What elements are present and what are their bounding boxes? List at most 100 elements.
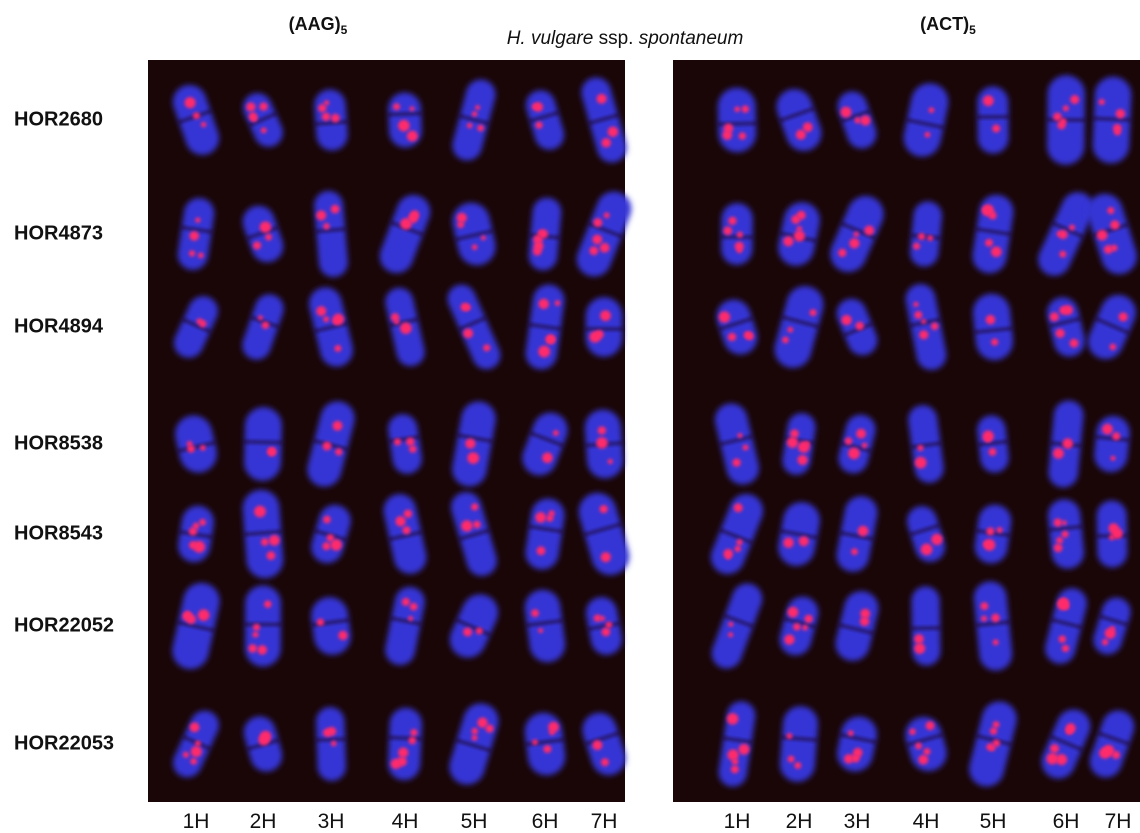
centromere — [780, 314, 820, 329]
probe-subscript: 5 — [341, 23, 348, 37]
signal — [787, 755, 795, 763]
signal — [258, 734, 270, 746]
signal — [533, 241, 544, 252]
chromosome-body — [905, 716, 947, 772]
chromosome — [172, 710, 220, 778]
signal — [992, 124, 1001, 133]
signal — [986, 743, 994, 751]
signal — [406, 437, 415, 447]
signal — [1108, 534, 1115, 541]
signal — [542, 452, 553, 464]
chromosome — [524, 589, 566, 663]
signal — [1049, 312, 1059, 322]
signal — [736, 231, 744, 238]
chromosome — [522, 412, 568, 476]
chromosome — [581, 77, 627, 163]
signal — [199, 444, 206, 451]
signal — [467, 452, 480, 464]
column-label: 1H — [724, 810, 751, 833]
chromosome — [973, 581, 1013, 671]
centromere — [720, 234, 754, 240]
signal — [783, 236, 794, 247]
chromosome — [837, 91, 877, 149]
chromosome-body — [776, 89, 822, 151]
centromere — [1098, 614, 1129, 627]
signal — [393, 103, 401, 111]
signal — [848, 447, 860, 460]
chromosome — [910, 586, 942, 666]
signal — [732, 458, 741, 467]
signal — [1112, 432, 1121, 441]
row-label: HOR22052 — [14, 614, 114, 636]
signal — [267, 448, 276, 457]
signal — [804, 441, 810, 447]
centromere — [905, 117, 945, 130]
chromosome — [242, 294, 284, 360]
centromere — [181, 317, 212, 334]
centromere — [838, 622, 875, 636]
signal — [589, 246, 599, 256]
chromosome — [908, 405, 944, 483]
column-label: 2H — [250, 810, 277, 833]
signal — [1101, 638, 1109, 646]
signal — [535, 121, 543, 129]
signal — [403, 509, 413, 519]
signal — [599, 242, 610, 253]
signal — [264, 600, 272, 608]
chromosomes — [172, 75, 1137, 787]
signal — [193, 540, 206, 553]
centromere — [975, 619, 1011, 628]
signal — [738, 132, 747, 140]
signal — [323, 316, 330, 323]
signal — [1110, 220, 1120, 230]
chromosome-body — [977, 86, 1009, 154]
chromosome — [173, 296, 219, 358]
chromosome — [314, 190, 348, 278]
centromere — [905, 732, 944, 748]
signal — [722, 130, 733, 140]
signal — [857, 525, 869, 537]
chromosome — [385, 586, 425, 666]
centromere — [977, 439, 1009, 447]
row-label: HOR4894 — [14, 315, 104, 337]
signal — [538, 298, 549, 310]
signal — [718, 311, 731, 323]
signal — [596, 93, 607, 104]
signal — [409, 106, 415, 112]
chromosome-body — [1087, 193, 1137, 275]
signal — [330, 740, 337, 747]
chromosome-body — [582, 712, 626, 776]
signal — [332, 420, 343, 431]
chromosome-body — [774, 286, 824, 368]
signal — [395, 516, 406, 527]
centromere — [528, 430, 565, 448]
column-label: 7H — [1105, 810, 1132, 833]
signal — [406, 130, 418, 142]
chromosome — [1038, 192, 1094, 276]
chromosome — [584, 297, 624, 357]
chromosome — [779, 596, 819, 656]
signal — [782, 336, 789, 344]
chromosome — [451, 491, 497, 577]
chromosome — [909, 201, 943, 267]
chromosome — [716, 299, 758, 355]
signal — [538, 345, 551, 358]
signal — [477, 717, 488, 728]
signal — [471, 727, 479, 735]
chromosome — [308, 287, 354, 367]
chromosome — [576, 191, 632, 277]
signal — [252, 241, 262, 250]
column-label: 3H — [844, 810, 871, 833]
signal — [1053, 518, 1063, 527]
chromosome-body — [387, 707, 423, 781]
signal — [980, 602, 989, 611]
centromere — [247, 111, 278, 128]
signal — [607, 458, 613, 465]
signal — [728, 632, 734, 638]
signal — [734, 106, 741, 113]
chromosome-body — [314, 89, 348, 151]
signal — [736, 539, 743, 546]
signal — [254, 505, 266, 518]
signal — [189, 722, 200, 733]
signal — [909, 728, 916, 736]
